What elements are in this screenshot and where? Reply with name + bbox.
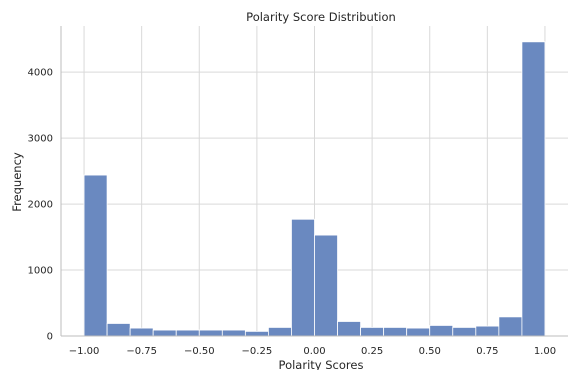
- histogram-bar: [360, 327, 385, 337]
- histogram-bar: [337, 321, 361, 337]
- x-tick-label: 0.50: [419, 346, 441, 357]
- histogram-bar: [106, 323, 131, 337]
- histogram-bar: [291, 218, 315, 337]
- y-tick-label: 0: [47, 332, 53, 343]
- x-axis-label: Polarity Scores: [279, 358, 364, 370]
- x-tick-label: 0.25: [361, 346, 383, 357]
- x-tick-label: −1.00: [69, 346, 100, 357]
- histogram-bar: [452, 327, 477, 337]
- y-tick-label: 3000: [28, 134, 53, 145]
- x-tick-label: −0.50: [184, 346, 215, 357]
- histogram-bar: [221, 329, 246, 337]
- histogram-bar: [314, 234, 338, 337]
- x-tick-label: 0.75: [476, 346, 498, 357]
- y-tick-label: 2000: [28, 200, 53, 211]
- x-tick-label: 0.00: [303, 346, 325, 357]
- chart-title: Polarity Score Distribution: [246, 10, 396, 24]
- histogram-bar: [152, 329, 177, 337]
- x-tick-label: 1.00: [534, 346, 556, 357]
- histogram-bar: [244, 330, 269, 337]
- histogram-bar: [521, 41, 546, 337]
- y-tick-label: 1000: [28, 266, 53, 277]
- y-tick-label: 4000: [28, 68, 53, 79]
- histogram-bar: [429, 325, 454, 337]
- x-tick-label: −0.25: [242, 346, 273, 357]
- axes: [60, 26, 568, 337]
- histogram-bar: [498, 316, 523, 337]
- histogram-bar: [268, 327, 292, 337]
- y-axis-label: Frequency: [10, 152, 24, 212]
- histogram-bar: [383, 327, 408, 337]
- histogram-bar: [83, 174, 108, 337]
- histogram-bar: [175, 329, 200, 337]
- histogram-bar: [198, 329, 223, 337]
- histogram-bar: [129, 327, 154, 337]
- histogram-bar: [406, 327, 431, 337]
- histogram-bars: [83, 41, 546, 337]
- x-tick-label: −0.75: [126, 346, 157, 357]
- histogram-bar: [475, 325, 500, 337]
- tick-labels: −1.00 −0.75 −0.50 −0.25 0.00 0.25 0.50 0.75 1.00…: [28, 68, 557, 357]
